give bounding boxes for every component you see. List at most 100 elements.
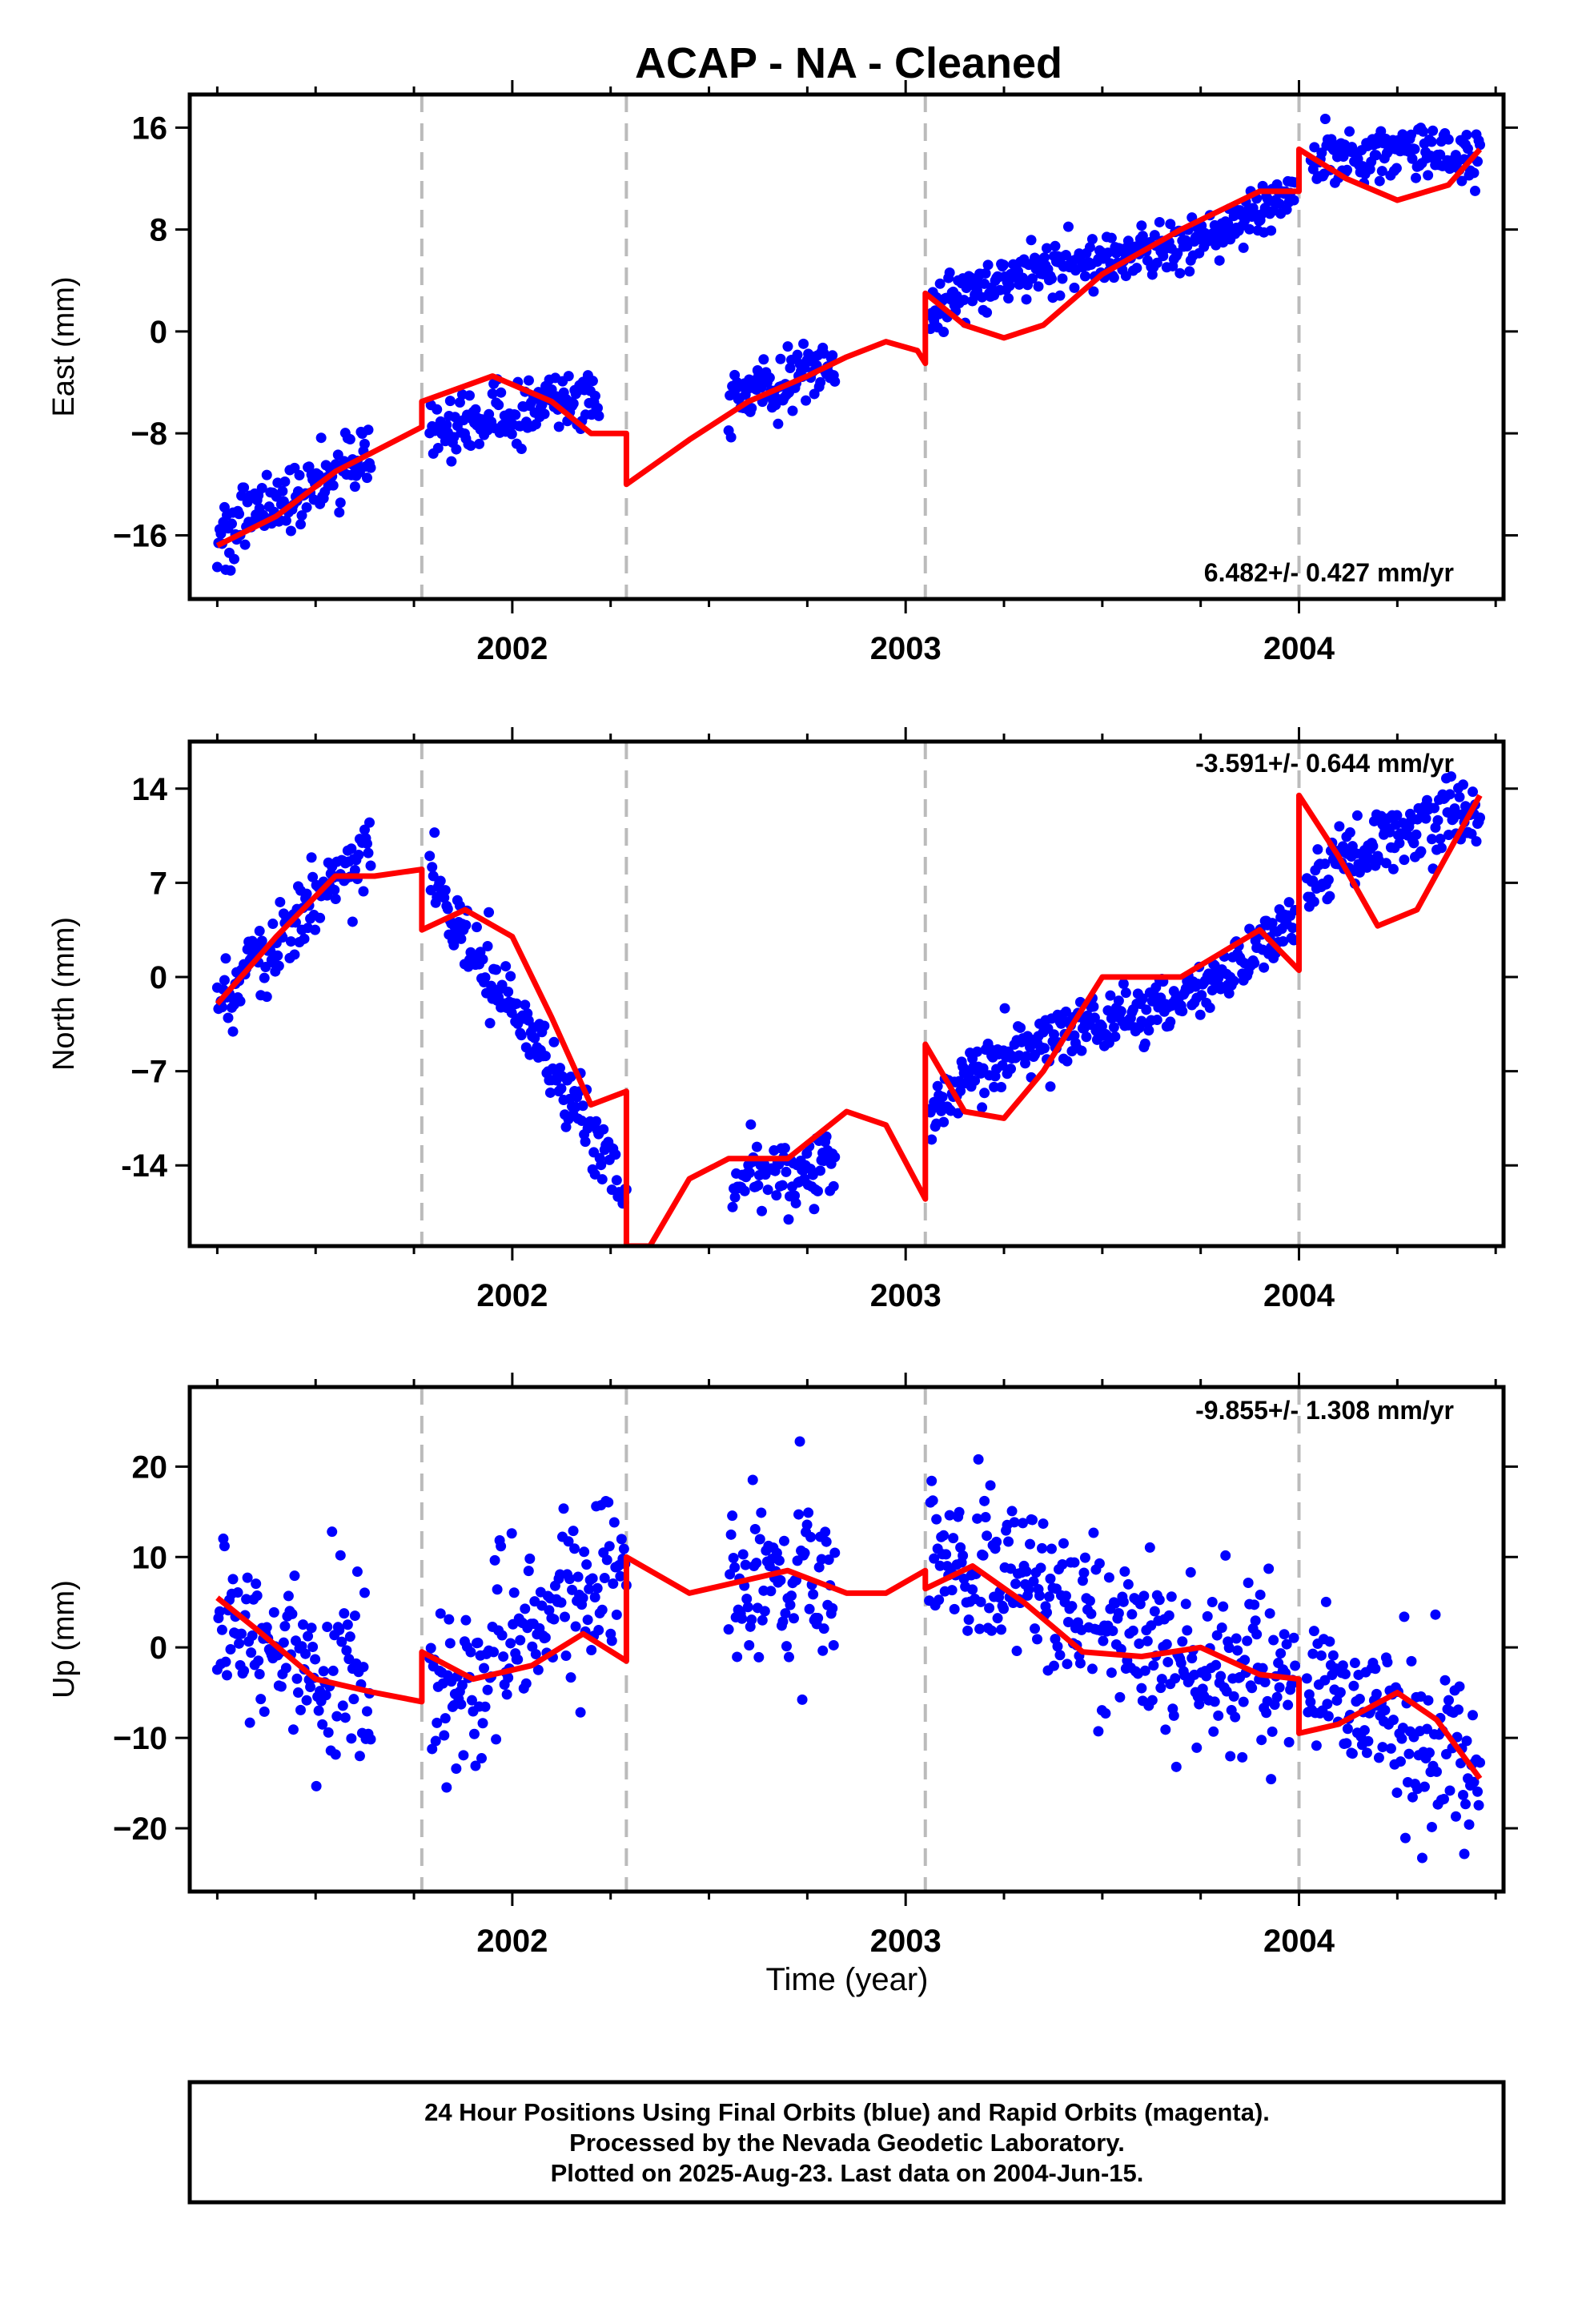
up-data-point (751, 1558, 762, 1569)
up-data-point (972, 1513, 983, 1524)
east-data-point (359, 438, 370, 449)
east-data-point (496, 387, 507, 398)
east-data-point (211, 561, 223, 573)
up-data-point (759, 1606, 770, 1617)
up-data-point (1218, 1601, 1229, 1612)
up-data-point (757, 1614, 768, 1626)
north-data-point (753, 1180, 764, 1191)
east-data-point (1079, 271, 1090, 282)
up-data-point (247, 1630, 258, 1641)
up-data-point (1079, 1552, 1090, 1563)
up-data-point (1113, 1607, 1124, 1618)
up-data-point (1249, 1599, 1260, 1610)
up-frame (187, 1385, 1506, 1894)
up-data-point (1256, 1735, 1267, 1746)
east-data-point (1391, 163, 1402, 174)
up-data-point (515, 1634, 526, 1646)
up-data-point (1186, 1653, 1198, 1664)
north-data-point (1426, 834, 1437, 845)
up-data-point (298, 1619, 309, 1630)
up-data-point (1048, 1660, 1059, 1671)
chart-title: ACAP - NA - Cleaned (635, 39, 1062, 87)
up-panel: 20 10 0 −10 −20 2002 2003 2004 Up (mm) -9.855+/- … (47, 1373, 1518, 1959)
east-data-point (295, 519, 306, 530)
north-data-point (429, 827, 440, 838)
up-data-point (1185, 1566, 1196, 1578)
up-data-point (1267, 1726, 1278, 1737)
up-xtick-label: 2002 (476, 1924, 548, 1959)
up-data-point (1216, 1622, 1227, 1633)
north-ytick-label: -14 (121, 1148, 168, 1184)
east-ytick-label: −16 (113, 518, 167, 553)
up-data-point (1028, 1576, 1039, 1587)
north-data-point (289, 949, 300, 960)
up-ytick-label: 20 (132, 1449, 168, 1485)
up-data-point (432, 1717, 443, 1728)
up-data-point (430, 1735, 441, 1747)
up-data-point (1021, 1566, 1032, 1577)
east-data-point (1214, 255, 1225, 266)
north-data-point (972, 1046, 983, 1057)
up-data-point (437, 1678, 448, 1689)
east-data-point (982, 307, 993, 318)
up-data-point (931, 1514, 942, 1525)
up-data-point (1339, 1668, 1351, 1679)
up-data-point (1208, 1726, 1219, 1737)
east-data-point (587, 376, 598, 387)
up-data-point (1221, 1686, 1232, 1697)
north-data-point (989, 1081, 1000, 1092)
up-data-point (1084, 1595, 1095, 1606)
north-data-point (1458, 779, 1469, 790)
up-data-point (339, 1608, 350, 1619)
up-data-point (244, 1717, 255, 1728)
up-data-point (1406, 1655, 1417, 1667)
up-data-point (1177, 1636, 1188, 1647)
up-data-point (934, 1594, 945, 1606)
north-data-point (1267, 918, 1278, 929)
up-data-point (565, 1672, 576, 1683)
up-ytick-label: −20 (113, 1811, 167, 1847)
east-data-point (792, 349, 803, 360)
up-data-point (1250, 1615, 1261, 1626)
up-data-point (346, 1733, 357, 1744)
up-data-point (1473, 1799, 1484, 1811)
up-data-point (1114, 1691, 1126, 1703)
east-ytick-label: −8 (130, 416, 167, 452)
up-data-point (323, 1727, 334, 1738)
east-data-point (982, 259, 994, 271)
up-data-point (781, 1641, 792, 1652)
east-data-point (998, 259, 1010, 271)
up-data-point (1211, 1659, 1222, 1671)
up-data-point (1475, 1757, 1486, 1768)
up-data-point (1363, 1735, 1374, 1747)
north-data-point (1380, 858, 1391, 869)
up-data-point (805, 1531, 817, 1542)
east-data-point (277, 485, 288, 497)
up-data-point (1266, 1774, 1277, 1785)
up-data-point (725, 1529, 737, 1540)
up-data-point (1444, 1785, 1456, 1796)
north-data-point (821, 1131, 832, 1142)
up-data-point (797, 1694, 808, 1705)
east-data-point (798, 338, 809, 349)
up-data-point (1062, 1659, 1073, 1670)
north-data-point (1420, 813, 1431, 824)
north-data-point (1283, 897, 1295, 908)
up-data-point (1060, 1590, 1071, 1602)
east-data-point (593, 410, 604, 421)
up-data-point (929, 1553, 940, 1564)
up-data-point (618, 1543, 629, 1554)
up-data-point (1213, 1710, 1224, 1721)
up-data-point (216, 1624, 227, 1635)
up-data-point (1134, 1598, 1146, 1610)
up-data-point (1086, 1608, 1097, 1619)
up-data-point (601, 1554, 612, 1566)
north-data-point (790, 1197, 801, 1208)
east-data-point (589, 390, 600, 401)
north-data-point (1428, 802, 1439, 814)
up-data-point (564, 1574, 576, 1585)
north-data-point (978, 1063, 989, 1074)
up-data-point (927, 1495, 938, 1506)
east-data-point (764, 372, 775, 384)
up-data-point (456, 1699, 467, 1710)
